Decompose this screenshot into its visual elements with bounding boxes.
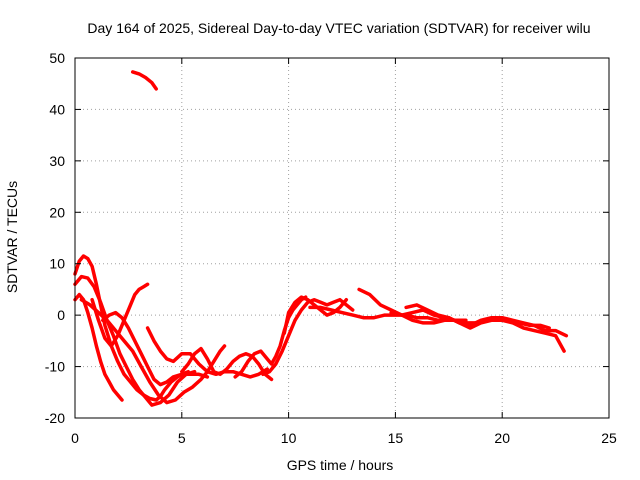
y-tick-label: 10 — [49, 256, 65, 272]
series-line-arc-11 — [261, 297, 355, 377]
series-line-arc-8 — [145, 326, 269, 379]
y-tick-label: -10 — [45, 359, 65, 375]
x-axis-label: GPS time / hours — [287, 457, 394, 473]
x-tick-label: 0 — [71, 430, 79, 446]
series-line-arc-17 — [436, 315, 569, 338]
chart-title: Day 164 of 2025, Sidereal Day-to-day VTE… — [87, 20, 590, 36]
y-tick-label: 40 — [49, 101, 65, 117]
series-line-arc-1 — [130, 70, 158, 91]
x-tick-labels: 0 5 10 15 20 25 — [71, 430, 617, 446]
x-tick-label: 15 — [388, 430, 404, 446]
series-line-arc-10 — [233, 295, 308, 379]
y-axis-label: SDTVAR / TECUs — [4, 181, 20, 293]
series-line-arc-2 — [73, 254, 190, 402]
x-tick-label: 20 — [494, 430, 510, 446]
plot-frame — [74, 57, 610, 419]
x-tick-label: 5 — [178, 430, 186, 446]
y-tick-labels: -20 -10 0 10 20 30 40 50 — [45, 50, 65, 426]
y-tick-label: 0 — [57, 307, 65, 323]
x-tick-label: 25 — [601, 430, 617, 446]
y-tick-label: -20 — [45, 410, 65, 426]
series-line-arc-7 — [101, 310, 210, 387]
series-line-arc-9 — [180, 346, 274, 382]
y-tick-label: 50 — [49, 50, 65, 66]
x-tick-label: 10 — [281, 430, 297, 446]
series-layer — [73, 70, 569, 407]
y-tick-label: 30 — [49, 153, 65, 169]
axis-ticks — [74, 57, 610, 419]
grid-lines — [75, 58, 609, 418]
y-tick-label: 20 — [49, 204, 65, 220]
series-line-arc-16 — [404, 303, 566, 353]
series-line-arc-3 — [73, 274, 197, 407]
